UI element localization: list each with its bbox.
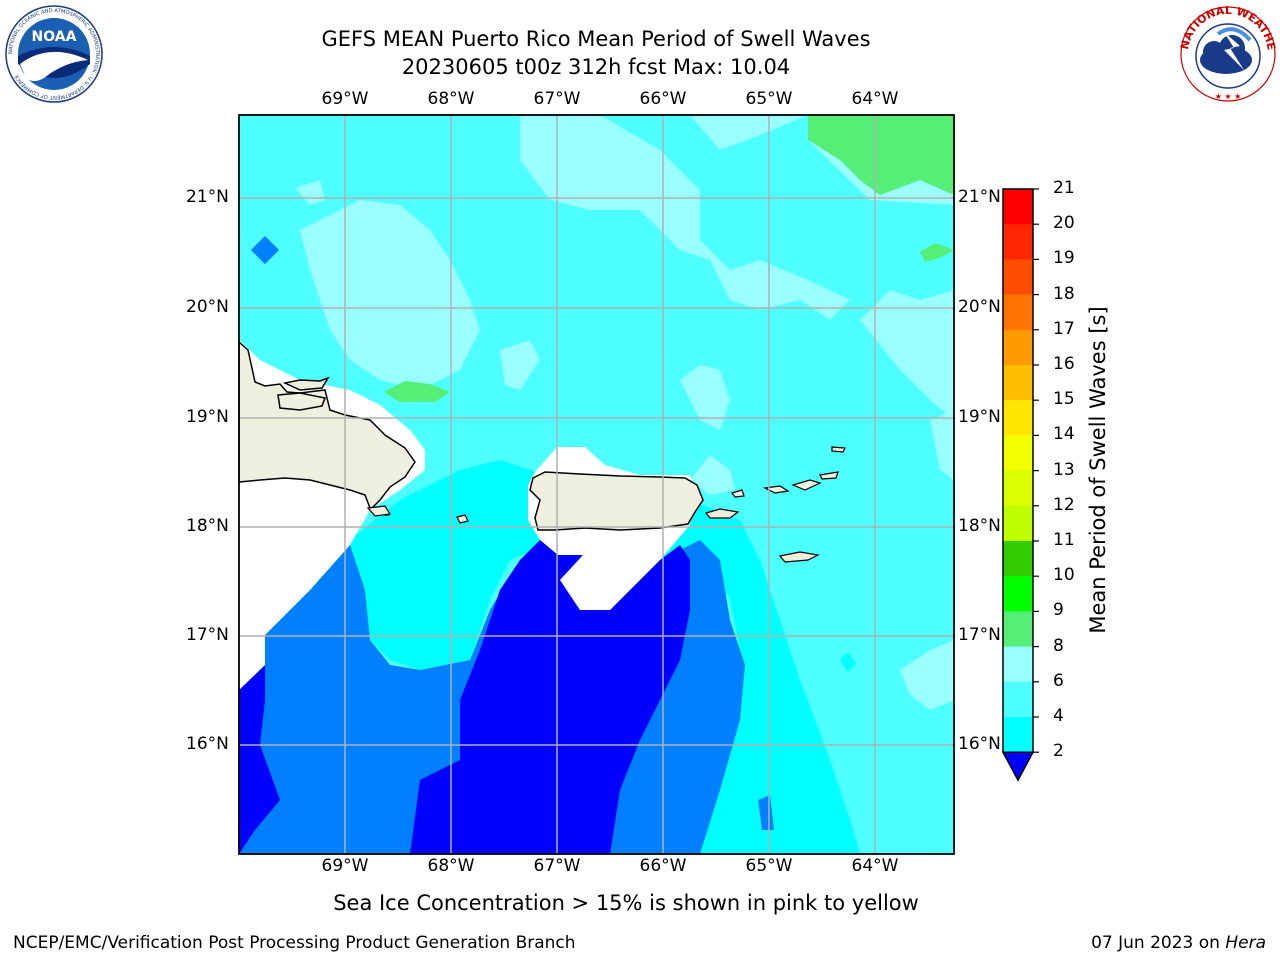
map-frame: [238, 114, 955, 855]
lon-label: 65°W: [745, 856, 793, 876]
lat-label: 19°N: [186, 407, 229, 427]
lat-label: 18°N: [958, 516, 1001, 536]
colorbar-segment: [1003, 294, 1033, 331]
noaa-logo-text: NOAA: [32, 29, 77, 45]
colorbar-tick-label: 4: [1053, 706, 1064, 726]
lon-label: 69°W: [321, 89, 369, 109]
colorbar-segment: [1003, 681, 1033, 718]
lat-label: 19°N: [958, 407, 1001, 427]
colorbar-tick-label: 13: [1053, 459, 1075, 480]
field-period-6: [350, 460, 860, 854]
lat-label: 20°N: [958, 297, 1001, 317]
colorbar-segment: [1003, 717, 1033, 753]
field-period-2: [239, 665, 280, 854]
colorbar-tick-label: 14: [1053, 424, 1075, 445]
colorbar-tick-label: 16: [1053, 354, 1075, 374]
footer-machine: Hera: [1225, 933, 1266, 953]
lon-label: 65°W: [745, 89, 793, 109]
lon-label: 69°W: [321, 856, 369, 876]
lat-label: 18°N: [186, 516, 229, 536]
map-subtitle: 20230605 t00z 312h fcst Max: 10.04: [401, 55, 791, 79]
colorbar-segment: [1003, 541, 1033, 577]
colorbar-segment: [1003, 365, 1033, 401]
colorbar-extend-arrow: [1001, 751, 1035, 782]
lon-label: 68°W: [427, 89, 475, 109]
colorbar-segment: [1003, 400, 1033, 436]
footer-branch: NCEP/EMC/Verification Post Processing Pr…: [13, 933, 576, 953]
field-period-10: [808, 115, 954, 195]
colorbar-tick-label: 9: [1053, 600, 1064, 621]
lon-label: 67°W: [533, 856, 581, 876]
colorbar: [1001, 188, 1039, 782]
footer-date-text: 07 Jun 2023 on: [1091, 933, 1226, 953]
colorbar-segment: [1003, 505, 1033, 542]
lat-label: 17°N: [186, 625, 229, 645]
lat-label: 21°N: [958, 187, 1001, 207]
lat-label: 16°N: [186, 734, 229, 754]
nws-logo: NATIONAL WEATHER SERVICE ★ ★ ★: [1178, 4, 1278, 102]
lat-label: 16°N: [958, 734, 1001, 754]
land-hispaniola: [239, 340, 416, 516]
noaa-logo: NOAA NATIONAL OCEANIC AND ATMOSPHERIC AD…: [5, 5, 103, 103]
footer-date: 07 Jun 2023 on Hera: [1091, 933, 1266, 953]
colorbar-segment: [1003, 611, 1033, 648]
colorbar-tick-label: 19: [1053, 248, 1075, 269]
colorbar-segment: [1003, 329, 1033, 366]
lon-label: 66°W: [639, 856, 687, 876]
lon-label: 66°W: [639, 89, 687, 109]
colorbar-tick-label: 2: [1053, 741, 1064, 762]
colorbar-segment: [1003, 646, 1033, 683]
lat-label: 21°N: [186, 187, 229, 207]
lat-label: 17°N: [958, 625, 1001, 645]
lat-label: 20°N: [186, 297, 229, 317]
svg-text:★ ★ ★: ★ ★ ★: [1215, 92, 1242, 101]
colorbar-segment: [1003, 259, 1033, 296]
colorbar-label: Mean Period of Swell Waves [s]: [1086, 306, 1110, 634]
colorbar-tick-label: 17: [1053, 318, 1075, 339]
map-title: GEFS MEAN Puerto Rico Mean Period of Swe…: [321, 27, 871, 51]
lon-label: 64°W: [851, 89, 899, 109]
colorbar-tick-label: 20: [1053, 213, 1075, 234]
colorbar-segment: [1003, 189, 1033, 225]
colorbar-tick-label: 18: [1053, 283, 1075, 304]
colorbar-tick-label: 11: [1053, 530, 1075, 550]
colorbar-tick-label: 15: [1053, 389, 1075, 410]
colorbar-tick-label: 8: [1053, 635, 1064, 656]
land-puerto-rico: [529, 471, 704, 531]
graticule: [239, 115, 954, 854]
lon-label: 67°W: [533, 89, 581, 109]
colorbar-tick-label: 12: [1053, 494, 1075, 515]
sea-ice-note: Sea Ice Concentration > 15% is shown in …: [0, 891, 1280, 915]
colorbar-segment: [1003, 435, 1033, 472]
sea-ice-note-text: Sea Ice Concentration > 15% is shown in …: [333, 891, 919, 915]
colorbar-tick-label: 10: [1053, 565, 1075, 586]
colorbar-segment: [1003, 576, 1033, 612]
lon-label: 64°W: [851, 856, 899, 876]
colorbar-tick-label: 21: [1053, 178, 1075, 198]
colorbar-tick-label: 6: [1053, 670, 1064, 691]
colorbar-segment: [1003, 224, 1033, 260]
lon-label: 68°W: [427, 856, 475, 876]
colorbar-segment: [1003, 470, 1033, 507]
